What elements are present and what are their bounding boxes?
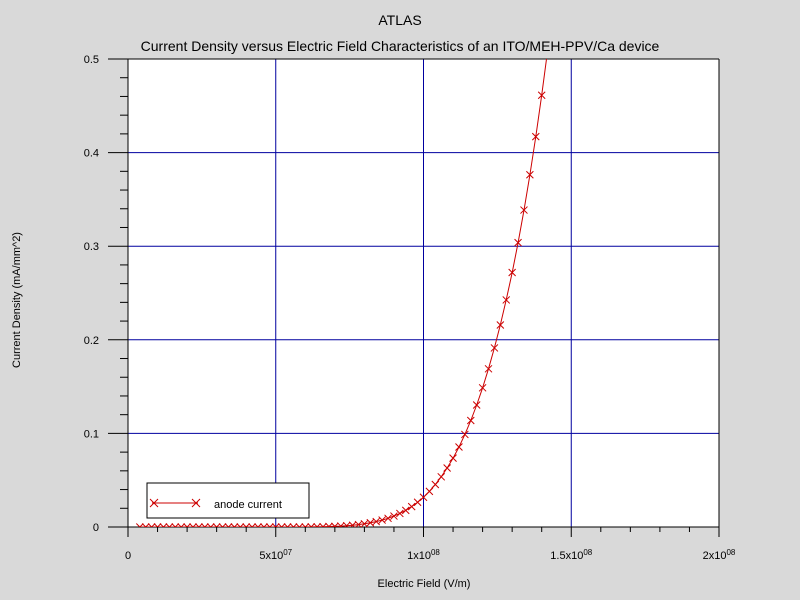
data-point [283,523,292,527]
data-point [206,523,215,527]
data-point [496,321,505,329]
y-tick-label: 0.3 [84,241,99,253]
data-point [265,523,274,527]
y-tick-label: 0.5 [84,54,99,66]
legend-label: anode current [214,499,282,511]
data-point [301,523,310,527]
data-point [195,523,203,527]
data-point [437,472,446,481]
data-point [224,523,233,527]
data-point [526,170,534,179]
data-point [372,517,381,526]
data-point [307,523,316,527]
y-axis-label: Current Density (mA/mm^2) [11,232,23,368]
data-point [461,430,469,439]
data-point [490,344,499,352]
data-point [183,523,191,527]
data-point [147,523,156,527]
data-point [295,523,304,527]
data-point [531,132,540,141]
data-point [537,91,546,100]
data-point [502,296,511,304]
series-layer [135,0,557,527]
data-point [289,523,298,527]
x-tick-label: 2x1008 [703,548,736,562]
data-point [260,523,268,527]
data-point [455,443,463,451]
data-point [325,522,333,527]
legend: anode current [146,482,310,519]
data-point [135,523,144,527]
data-point [484,364,493,373]
data-point [200,523,209,527]
data-point [396,509,404,518]
data-point [165,523,174,527]
data-point [189,523,197,527]
data-point [330,522,339,527]
data-point [401,506,410,515]
data-point [230,523,239,527]
data-point [254,523,262,527]
data-point [550,0,557,6]
x-axis-label: Electric Field (V/m) [377,578,471,590]
legend-box [146,482,310,519]
app-title: ATLAS [378,12,422,28]
data-point [277,523,286,527]
data-point [478,383,487,392]
data-point [242,523,251,527]
x-tick-label: 1.5x1008 [550,548,592,562]
y-tick-label: 0 [93,522,99,534]
data-point [508,268,517,277]
data-point [159,523,168,527]
legend-marker-right [191,498,201,508]
data-point [141,523,150,527]
data-point [378,516,386,524]
data-point [319,522,327,527]
y-tick-label: 0.4 [84,148,99,160]
data-point [407,502,416,511]
data-point [413,498,422,507]
data-point [390,512,398,520]
grid-lines [128,59,719,527]
data-point [384,514,392,523]
data-point [472,401,481,409]
data-point [171,523,180,527]
x-tick-label: 1x1008 [407,548,440,562]
data-point [212,523,221,527]
data-point [313,522,321,527]
data-point [271,523,280,527]
data-point [248,523,256,527]
data-point [431,480,440,489]
data-point [425,487,434,496]
chart-title: Current Density versus Electric Field Ch… [140,38,660,54]
data-point [236,523,245,527]
data-point [466,416,475,425]
data-point [520,206,528,214]
data-point [544,47,551,54]
data-point [177,523,186,527]
y-tick-label: 0.1 [84,428,99,440]
data-point [419,493,428,502]
x-tick-label: 0 [125,550,131,562]
data-point [342,521,351,527]
data-point [366,518,375,527]
data-point [443,464,451,472]
data-point [336,522,345,527]
y-tick-label: 0.2 [84,335,99,347]
data-point [153,523,162,527]
data-point [348,521,357,527]
legend-marker-left [149,498,159,508]
data-point [449,454,457,462]
x-tick-label: 5x1007 [259,548,292,562]
data-point [514,238,522,247]
data-point [218,523,227,527]
